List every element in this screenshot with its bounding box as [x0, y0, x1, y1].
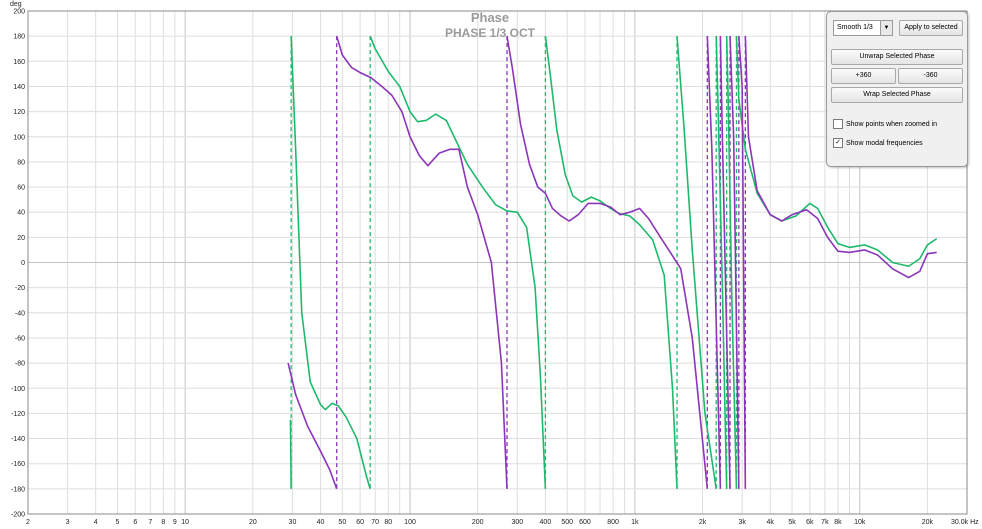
x-tick-label: 6 — [133, 519, 137, 526]
x-tick-label: 800 — [607, 519, 619, 526]
x-tick-label: 7 — [148, 519, 152, 526]
y-tick-label: -40 — [15, 310, 25, 317]
phase-curve-2-segment — [287, 362, 338, 490]
x-tick-label: 300 — [511, 519, 523, 526]
y-tick-label: 160 — [13, 59, 25, 66]
x-tick-label: 20k — [922, 519, 934, 526]
x-tick-label: 5k — [788, 519, 796, 526]
x-tick-label: 60 — [356, 519, 364, 526]
show-modal-label: Show modal frequencies — [846, 140, 923, 147]
y-tick-label: 0 — [21, 260, 25, 267]
x-tick-label: 2k — [699, 519, 707, 526]
smoothing-select[interactable]: Smooth 1/3 ▼ — [833, 20, 893, 36]
y-unit-label: deg — [10, 1, 22, 8]
y-tick-label: 60 — [17, 185, 25, 192]
phase-curve-2-segment — [744, 36, 937, 279]
x-tick-label: 9 — [173, 519, 177, 526]
minus-360-button[interactable]: -360 — [898, 68, 963, 84]
x-tick-label: 5 — [116, 519, 120, 526]
x-tick-label: 40 — [317, 519, 325, 526]
x-tick-label: 3 — [66, 519, 70, 526]
x-tick-label: 600 — [579, 519, 591, 526]
checkmark-icon[interactable]: ✓ — [833, 138, 843, 149]
x-tick-label: 50 — [338, 519, 346, 526]
y-tick-label: 40 — [17, 210, 25, 217]
x-unit-end-label: 30.0k Hz — [951, 519, 979, 526]
x-tick-label: 6k — [806, 519, 814, 526]
phase-curve-2-segment — [729, 36, 740, 489]
y-tick-label: -120 — [11, 411, 25, 418]
x-tick-label: 200 — [472, 519, 484, 526]
chevron-down-icon[interactable]: ▼ — [880, 21, 892, 35]
chart-title: Phase — [471, 10, 509, 25]
y-tick-label: -140 — [11, 436, 25, 443]
show-points-checkbox[interactable]: Show points when zoomed in — [833, 119, 937, 130]
phase-curve-1-segment — [290, 36, 371, 490]
x-tick-label: 7k — [821, 519, 829, 526]
phase-curve-2-segment — [738, 36, 747, 489]
phase-curve-1-segment — [369, 35, 547, 489]
x-tick-label: 10 — [181, 519, 189, 526]
unwrap-selected-phase-button[interactable]: Unwrap Selected Phase — [831, 49, 963, 65]
wrap-selected-phase-button[interactable]: Wrap Selected Phase — [831, 87, 963, 103]
chart-subtitle: PHASE 1/3 OCT — [445, 26, 536, 40]
x-tick-label: 4 — [94, 519, 98, 526]
x-tick-label: 2 — [26, 519, 30, 526]
phase-curve-1-segment — [676, 36, 717, 489]
x-tick-label: 8 — [161, 519, 165, 526]
phase-curves — [287, 35, 938, 490]
y-tick-label: -60 — [15, 335, 25, 342]
y-tick-label: -180 — [11, 486, 25, 493]
x-tick-label: 8k — [834, 519, 842, 526]
y-tick-label: 140 — [13, 84, 25, 91]
smoothing-value: Smooth 1/3 — [837, 24, 873, 31]
axis-ticks: -200-180-160-140-120-100-80-60-40-200204… — [11, 9, 934, 527]
x-tick-label: 10k — [854, 519, 866, 526]
phase-curve-1-segment — [735, 36, 938, 268]
x-tick-label: 500 — [561, 519, 573, 526]
show-modal-checkbox[interactable]: ✓ Show modal frequencies — [833, 138, 923, 149]
show-points-label: Show points when zoomed in — [846, 121, 938, 128]
y-tick-label: 20 — [17, 235, 25, 242]
plot-frame — [27, 10, 968, 515]
x-tick-label: 70 — [371, 519, 379, 526]
apply-to-selected-button[interactable]: Apply to selected — [899, 20, 963, 36]
phase-curve-1-segment — [289, 419, 292, 489]
x-tick-label: 4k — [767, 519, 775, 526]
y-tick-label: -80 — [15, 361, 25, 368]
x-tick-label: 1k — [631, 519, 639, 526]
x-tick-label: 80 — [384, 519, 392, 526]
x-tick-label: 20 — [249, 519, 257, 526]
x-tick-label: 100 — [404, 519, 416, 526]
x-tick-label: 30 — [289, 519, 297, 526]
phase-curve-2-segment — [719, 36, 731, 489]
y-tick-label: 120 — [13, 109, 25, 116]
phase-curve-2-segment — [506, 36, 709, 489]
phase-curve-1-segment — [715, 36, 728, 489]
y-tick-label: -100 — [11, 386, 25, 393]
y-tick-label: 100 — [13, 134, 25, 141]
y-tick-label: -200 — [11, 512, 25, 519]
plus-360-button[interactable]: +360 — [831, 68, 896, 84]
x-tick-label: 3k — [738, 519, 746, 526]
phase-curve-1-segment — [725, 36, 738, 489]
control-panel: Smooth 1/3 ▼ Apply to selected Unwrap Se… — [826, 11, 968, 167]
phase-curve-2-segment — [706, 36, 722, 489]
y-tick-label: -20 — [15, 285, 25, 292]
y-tick-label: -160 — [11, 461, 25, 468]
y-tick-label: 180 — [13, 34, 25, 41]
y-tick-label: 200 — [13, 9, 25, 16]
phase-curve-2-segment — [335, 35, 508, 489]
y-tick-label: 80 — [17, 159, 25, 166]
modal-frequency-markers — [290, 36, 747, 489]
x-tick-label: 400 — [540, 519, 552, 526]
checkbox-box[interactable] — [833, 119, 843, 130]
